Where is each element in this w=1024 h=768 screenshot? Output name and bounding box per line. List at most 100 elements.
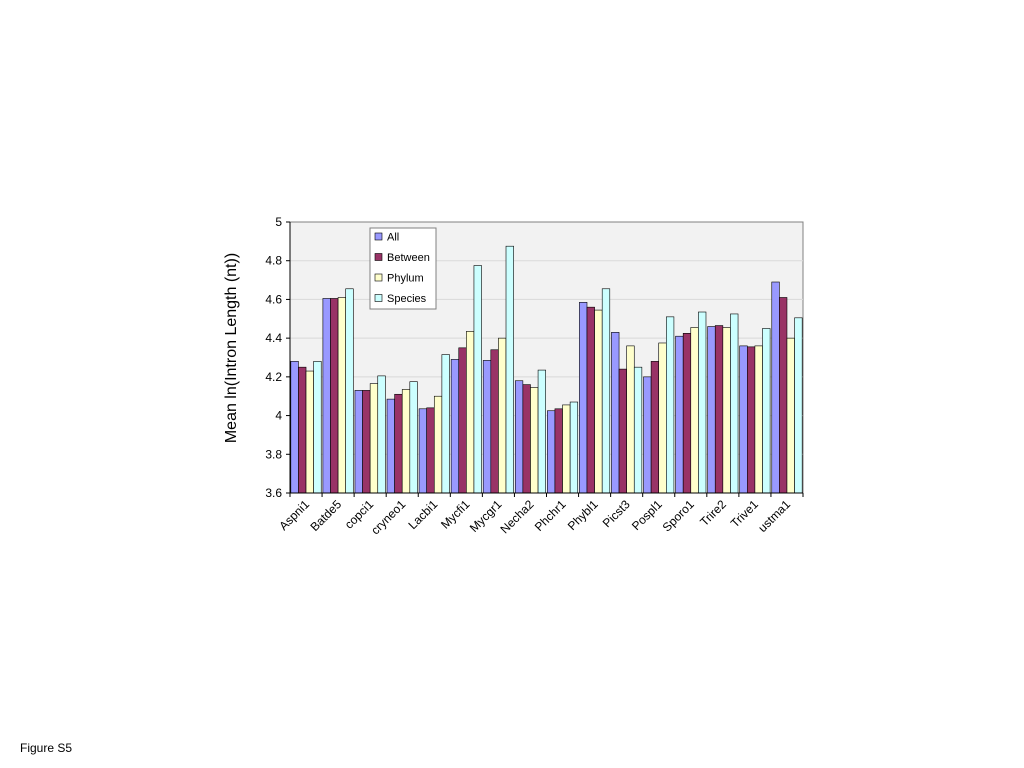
bar-all-phchr1	[547, 410, 556, 494]
bar-between-necha2	[522, 384, 531, 494]
bars	[290, 245, 803, 494]
bar-phylum-copci1	[369, 383, 379, 494]
legend-label: Between	[387, 252, 430, 264]
x-tick-label: Necha2	[497, 497, 536, 536]
bar-species-lacbi1	[441, 354, 450, 494]
bar-phylum-aspni1	[305, 370, 314, 494]
y-tick-label: 4	[275, 409, 282, 423]
bar-phylum-pospl1	[658, 342, 667, 494]
bar-species-batde5	[345, 288, 354, 494]
legend-swatch	[374, 273, 383, 282]
bar-all-lacbi1	[418, 408, 427, 494]
bar-all-copci1	[354, 390, 363, 494]
y-tick-label: 4.2	[265, 370, 282, 384]
y-tick-label: 3.8	[265, 447, 282, 461]
bar-all-sporo1	[675, 335, 684, 494]
bar-all-necha2	[514, 380, 524, 494]
bar-phylum-batde5	[337, 297, 346, 494]
bar-between-sporo1	[682, 333, 692, 494]
y-tick-label: 4.4	[265, 331, 282, 345]
x-tick-label: Sporo1	[660, 497, 697, 534]
x-tick-label: cryneo1	[368, 497, 408, 537]
bar-between-aspni1	[298, 366, 307, 494]
legend-label: All	[387, 232, 399, 244]
axes	[286, 221, 804, 497]
bar-species-mycfi1	[473, 265, 482, 494]
legend: All Between Phylum Species	[369, 227, 437, 310]
bar-species-phybl1	[601, 288, 611, 494]
figure-caption: Figure S5	[20, 741, 73, 755]
bar-between-trire2	[714, 325, 724, 494]
bar-species-pospl1	[666, 316, 675, 494]
x-tick-label: Picst3	[600, 497, 633, 530]
x-tick-label: Lacbi1	[405, 497, 440, 532]
bar-all-mycfi1	[450, 359, 460, 494]
bar-phylum-cryneo1	[401, 389, 411, 494]
x-tick-label: Aspni1	[276, 497, 312, 533]
bar-between-cryneo1	[394, 393, 403, 494]
bar-all-ustma1	[771, 281, 780, 494]
x-tick-labels: Aspni1Batde5copci1cryneo1Lacbi1Mycfi1Myc…	[276, 497, 793, 537]
bar-species-phchr1	[569, 401, 579, 494]
bar-between-batde5	[330, 298, 339, 494]
bar-all-mycgr1	[482, 360, 492, 494]
y-tick-labels: 3.6 3.8 4 4.2 4.4 4.6 4.8 5	[265, 215, 282, 500]
legend-swatch	[374, 232, 383, 241]
x-tick-label: ustma1	[755, 497, 793, 535]
bar-species-cryneo1	[409, 381, 418, 494]
x-tick-label: Trire2	[697, 497, 729, 529]
bar-phylum-necha2	[530, 387, 539, 494]
bar-phylum-mycgr1	[498, 337, 507, 494]
bar-between-mycgr1	[490, 349, 499, 494]
y-tick-label: 5	[275, 215, 282, 229]
bar-all-cryneo1	[386, 398, 395, 494]
bar-between-lacbi1	[426, 407, 435, 494]
y-tick-label: 4.8	[265, 254, 282, 268]
x-tick-label: Batde5	[307, 497, 344, 534]
bar-all-trive1	[739, 345, 748, 494]
bar-phylum-mycfi1	[466, 331, 475, 494]
bar-phylum-phchr1	[562, 404, 571, 494]
bar-between-mycfi1	[458, 347, 467, 494]
bar-species-ustma1	[794, 317, 803, 494]
bar-phylum-sporo1	[690, 327, 699, 494]
bar-all-batde5	[322, 298, 331, 494]
y-tick-label: 3.6	[265, 486, 282, 500]
bar-phylum-trive1	[754, 345, 763, 494]
legend-label: Species	[387, 293, 427, 305]
bar-phylum-phybl1	[594, 309, 603, 494]
bar-species-sporo1	[698, 311, 707, 494]
y-axis-title: Mean ln(Intron Length (nt))	[223, 253, 240, 443]
bar-species-aspni1	[313, 361, 322, 494]
bar-between-picst3	[618, 368, 627, 494]
bar-phylum-picst3	[626, 345, 635, 494]
bar-between-phchr1	[554, 408, 563, 494]
bar-all-pospl1	[643, 376, 652, 494]
bar-all-aspni1	[290, 361, 299, 494]
bar-phylum-lacbi1	[433, 395, 443, 494]
bar-all-picst3	[611, 332, 620, 494]
x-tick-label: Phchr1	[532, 497, 569, 534]
legend-swatch	[374, 253, 383, 261]
bar-between-pospl1	[650, 361, 660, 494]
bar-species-copci1	[377, 375, 386, 494]
legend-swatch	[374, 294, 383, 302]
bar-species-mycgr1	[505, 245, 514, 494]
x-tick-label: Phybl1	[565, 497, 601, 533]
bar-all-phybl1	[579, 302, 588, 494]
bar-species-trire2	[730, 313, 739, 494]
bar-all-trire2	[707, 326, 716, 494]
bar-between-phybl1	[586, 306, 595, 494]
bar-species-picst3	[633, 366, 643, 494]
bar-between-ustma1	[779, 297, 788, 494]
legend-label: Phylum	[387, 273, 424, 285]
y-tick-label: 4.6	[265, 292, 282, 306]
bar-between-copci1	[362, 390, 371, 494]
bar-species-trive1	[762, 328, 771, 494]
bar-species-necha2	[537, 369, 546, 494]
bar-phylum-ustma1	[786, 337, 795, 494]
bar-phylum-trire2	[722, 327, 731, 494]
x-tick-label: Pospl1	[629, 497, 665, 533]
bar-between-trive1	[747, 346, 756, 494]
